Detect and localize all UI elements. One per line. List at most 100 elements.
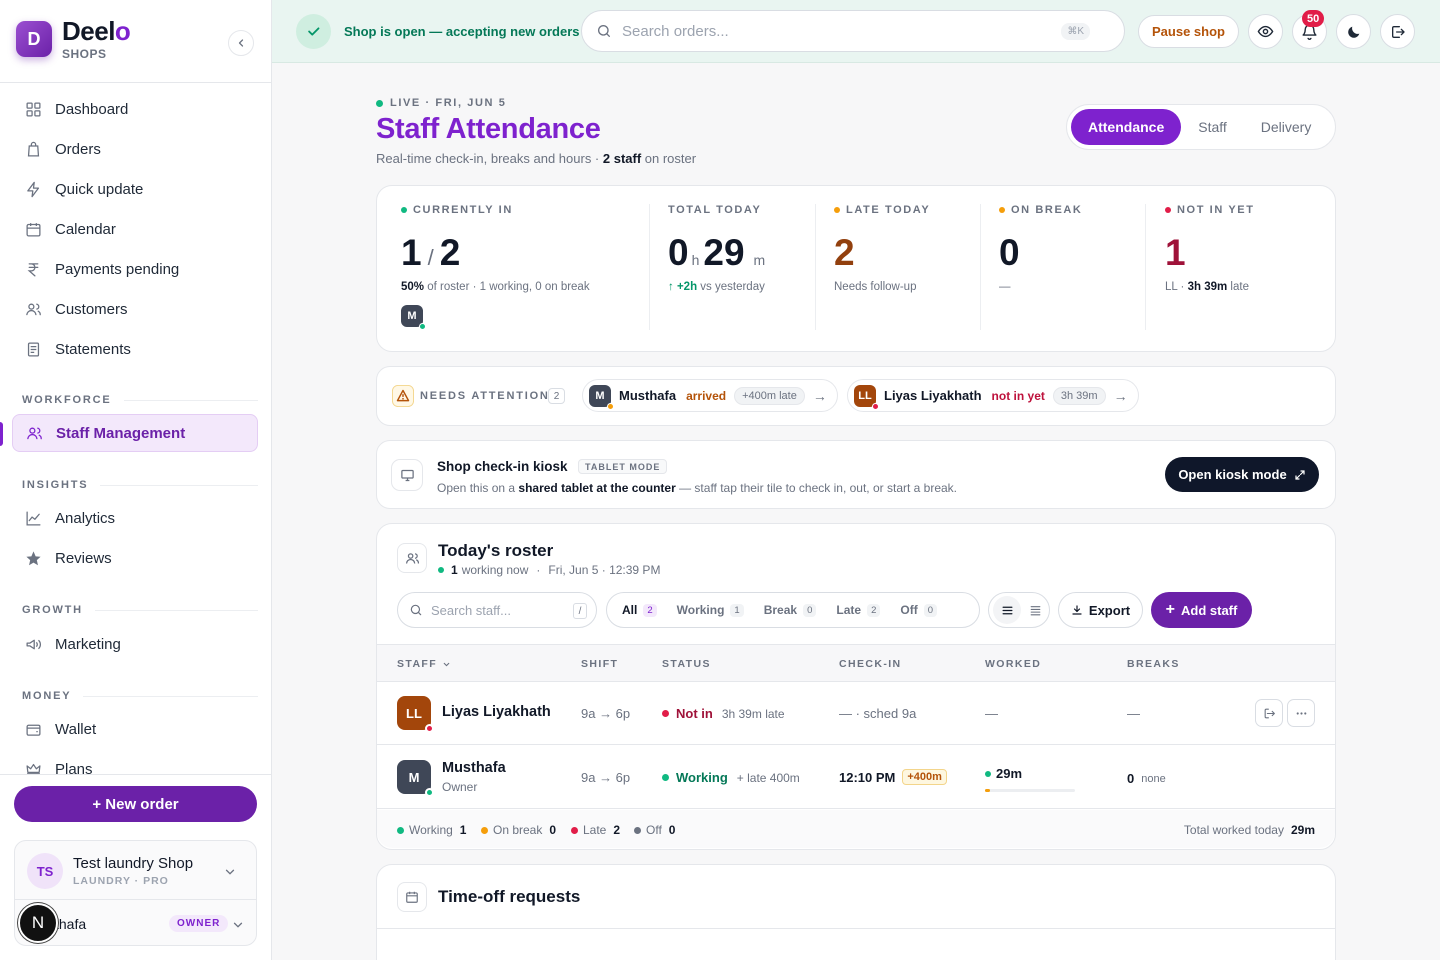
check-icon: [296, 14, 331, 49]
user-avatar[interactable]: N: [18, 903, 58, 943]
stat-total-today: TOTAL TODAY 0 h 29 m ↑ +2h vs yesterday: [668, 204, 766, 293]
sidebar-item-payments-pending[interactable]: Payments pending: [12, 250, 258, 288]
sidebar-item-plans[interactable]: Plans: [12, 750, 258, 774]
worked-progress-fill: [985, 789, 990, 792]
live-indicator: LIVE · FRI, JUN 5: [376, 97, 506, 109]
search-input[interactable]: [622, 22, 1042, 40]
sidebar-item-calendar[interactable]: Calendar: [12, 210, 258, 248]
sidebar-item-orders[interactable]: Orders: [12, 130, 258, 168]
section-money: MONEY: [22, 690, 258, 702]
sort-down-icon: [443, 662, 450, 666]
staff-search[interactable]: /: [397, 592, 597, 628]
sidebar-nav: Dashboard Orders Quick update Calendar P…: [0, 88, 271, 774]
shop-name: Test laundry Shop: [73, 855, 194, 872]
filter-late[interactable]: Late 2: [826, 596, 890, 624]
expand-icon: [1295, 469, 1305, 480]
monitor-icon: [391, 459, 423, 491]
table-row[interactable]: LL Liyas Liyakhath 9a → 6p Not in 3h 39m…: [377, 682, 1335, 745]
stat-on-break: ON BREAK 0 —: [999, 204, 1083, 293]
legend-off: Off 0: [634, 823, 675, 837]
sidebar-item-label: Reviews: [55, 549, 112, 567]
staff-role: Owner: [442, 780, 478, 794]
sidebar-item-staff-management[interactable]: Staff Management: [12, 414, 258, 452]
chevron-down-icon[interactable]: [223, 865, 237, 879]
attention-chip-musthafa[interactable]: M Musthafa arrived +400m late →: [582, 379, 838, 412]
live-label: LIVE · FRI, JUN 5: [390, 97, 507, 109]
open-kiosk-button[interactable]: Open kiosk mode: [1165, 457, 1319, 492]
filter-working[interactable]: Working 1: [667, 596, 754, 624]
kiosk-title: Shop check-in kiosk: [437, 459, 568, 474]
check-in-button[interactable]: [1255, 699, 1283, 727]
megaphone-icon: [26, 639, 41, 649]
roster-card: Today's roster 1 working now · Fri, Jun 5 …: [376, 523, 1336, 850]
filter-off[interactable]: Off 0: [890, 596, 947, 624]
stat-not-in-yet: NOT IN YET 1 LL · 3h 39m late: [1165, 204, 1255, 293]
sidebar-item-wallet[interactable]: Wallet: [12, 710, 258, 748]
download-icon: [1072, 605, 1082, 615]
order-search[interactable]: ⌘K: [581, 10, 1125, 52]
attention-chip-liyas[interactable]: LL Liyas Liyakhath not in yet 3h 39m →: [847, 379, 1139, 412]
more-actions-button[interactable]: [1287, 699, 1315, 727]
stat-currently-in: CURRENTLY IN 1/2 50% of roster · 1 worki…: [401, 204, 590, 330]
export-button[interactable]: Export: [1058, 592, 1143, 628]
role-badge: OWNER: [169, 915, 229, 932]
stats-card: CURRENTLY IN 1/2 50% of roster · 1 worki…: [376, 185, 1336, 352]
sidebar-item-quick-update[interactable]: Quick update: [12, 170, 258, 208]
new-order-button[interactable]: + New order: [14, 786, 257, 822]
preview-button[interactable]: [1248, 14, 1283, 49]
sidebar-item-label: Wallet: [55, 720, 97, 738]
active-indicator: [0, 422, 3, 446]
avatar[interactable]: M: [401, 305, 426, 330]
tab-delivery[interactable]: Delivery: [1260, 119, 1312, 135]
shop-status-text: Shop is open — accepting new orders: [344, 24, 580, 39]
brand[interactable]: D Deelo SHOPS: [16, 18, 131, 60]
compact-view-button[interactable]: [1021, 596, 1049, 624]
table-row[interactable]: M Musthafa Owner 9a → 6p Working + late …: [377, 746, 1335, 809]
wallet-icon: [26, 724, 41, 736]
bag-icon: [27, 141, 40, 157]
add-staff-button[interactable]: + Add staff: [1151, 592, 1252, 628]
view-tabs: Attendance Staff Delivery: [1066, 104, 1336, 150]
checkin: 12:10 PM +400m: [839, 769, 947, 785]
pause-shop-button[interactable]: Pause shop: [1138, 15, 1239, 48]
worked: 29m: [985, 766, 1022, 781]
column-status: STATUS: [662, 658, 711, 670]
sidebar-item-analytics[interactable]: Analytics: [12, 499, 258, 537]
sidebar-item-label: Orders: [55, 140, 101, 158]
arrow-right-icon: →: [1113, 387, 1128, 404]
sidebar-item-statements[interactable]: Statements: [12, 330, 258, 368]
avatar: M: [397, 760, 434, 797]
document-icon: [27, 341, 40, 357]
login-icon: [1264, 708, 1275, 718]
sidebar-item-marketing[interactable]: Marketing: [12, 625, 258, 663]
sidebar-item-customers[interactable]: Customers: [12, 290, 258, 328]
tab-attendance[interactable]: Attendance: [1071, 109, 1182, 145]
logout-button[interactable]: [1380, 14, 1415, 49]
sidebar-item-label: Customers: [55, 300, 128, 318]
theme-toggle-button[interactable]: [1336, 14, 1371, 49]
topbar: Shop is open — accepting new orders ⌘K P…: [272, 0, 1440, 63]
chevron-down-icon[interactable]: [231, 918, 245, 932]
list-view-button[interactable]: [993, 596, 1021, 624]
sidebar-item-label: Analytics: [55, 509, 116, 527]
filter-all[interactable]: All 2: [612, 596, 667, 624]
column-staff[interactable]: STAFF: [397, 658, 451, 670]
calendar-icon: [397, 882, 427, 912]
column-breaks: BREAKS: [1127, 658, 1180, 670]
users-icon: [27, 427, 42, 439]
tab-staff[interactable]: Staff: [1198, 119, 1227, 135]
users-icon: [26, 303, 41, 315]
sidebar-item-dashboard[interactable]: Dashboard: [12, 90, 258, 128]
more-horizontal-icon: [1296, 711, 1306, 715]
filter-break[interactable]: Break 0: [754, 596, 827, 624]
legend-late: Late 2: [571, 823, 620, 837]
brand-logo: D: [16, 21, 52, 57]
sidebar-item-label: Calendar: [55, 220, 116, 238]
search-icon: [410, 604, 422, 616]
total-worked-today: Total worked today 29m: [1183, 823, 1315, 837]
legend-on-break: On break 0: [481, 823, 556, 837]
staff-search-input[interactable]: [431, 602, 561, 618]
collapse-sidebar-button[interactable]: [228, 30, 254, 56]
sidebar-item-reviews[interactable]: Reviews: [12, 539, 258, 577]
staff-name: Musthafa: [442, 760, 506, 776]
